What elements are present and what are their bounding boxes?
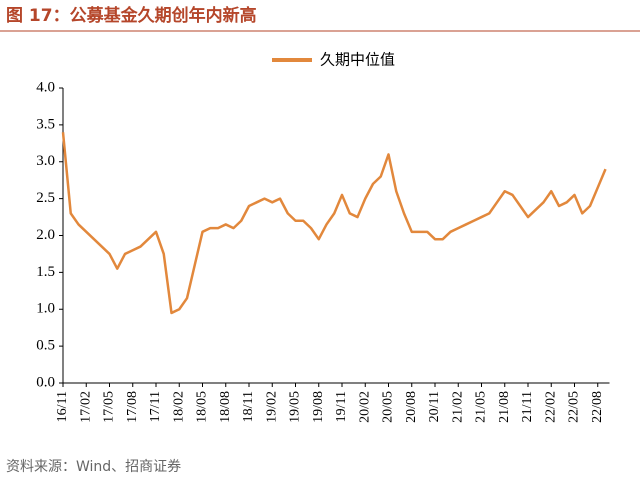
- x-tick-label: 22/02: [543, 391, 558, 423]
- y-tick-label: 3.5: [36, 116, 55, 132]
- legend-label: 久期中位值: [320, 51, 395, 69]
- y-tick-label: 2.5: [36, 190, 55, 206]
- x-tick-label: 22/08: [590, 391, 605, 423]
- x-tick-label: 19/02: [264, 391, 279, 423]
- x-tick-label: 19/05: [288, 391, 303, 423]
- x-tick-label: 17/02: [78, 391, 93, 423]
- x-tick-label: 17/05: [102, 391, 117, 423]
- data-line: [61, 132, 607, 315]
- y-tick-label: 1.0: [36, 301, 55, 317]
- x-tick-label: 21/11: [520, 391, 535, 422]
- y-tick-label: 3.0: [36, 153, 55, 169]
- x-tick-label: 20/05: [381, 391, 396, 423]
- y-tick-label: 4.0: [36, 79, 55, 95]
- x-tick-label: 18/05: [195, 391, 210, 423]
- x-tick-label: 21/08: [497, 391, 512, 423]
- y-tick-label: 2.0: [36, 227, 55, 243]
- x-tick-label: 16/11: [55, 391, 70, 422]
- x-tick-label: 18/08: [218, 391, 233, 423]
- x-tick-label: 20/08: [404, 391, 419, 423]
- x-tick-label: 18/11: [241, 391, 256, 422]
- source-note: 资料来源：Wind、招商证券: [6, 459, 181, 475]
- y-tick-label: 1.5: [36, 264, 55, 280]
- y-tick-label: 0.0: [36, 374, 55, 390]
- x-tick-label: 17/08: [125, 391, 140, 423]
- chart-title: 图 17：公募基金久期创年内新高: [6, 5, 257, 26]
- x-tick-label: 17/11: [148, 391, 163, 422]
- x-tick-label: 19/11: [334, 391, 349, 422]
- x-tick-label: 20/02: [357, 391, 372, 423]
- x-tick-label: 21/05: [474, 391, 489, 423]
- x-tick-label: 19/08: [311, 391, 326, 423]
- x-tick-label: 22/05: [567, 391, 582, 423]
- x-tick-label: 20/11: [427, 391, 442, 422]
- x-tick-label: 18/02: [171, 391, 186, 423]
- y-tick-label: 0.5: [36, 338, 55, 354]
- x-tick-label: 21/02: [450, 391, 465, 423]
